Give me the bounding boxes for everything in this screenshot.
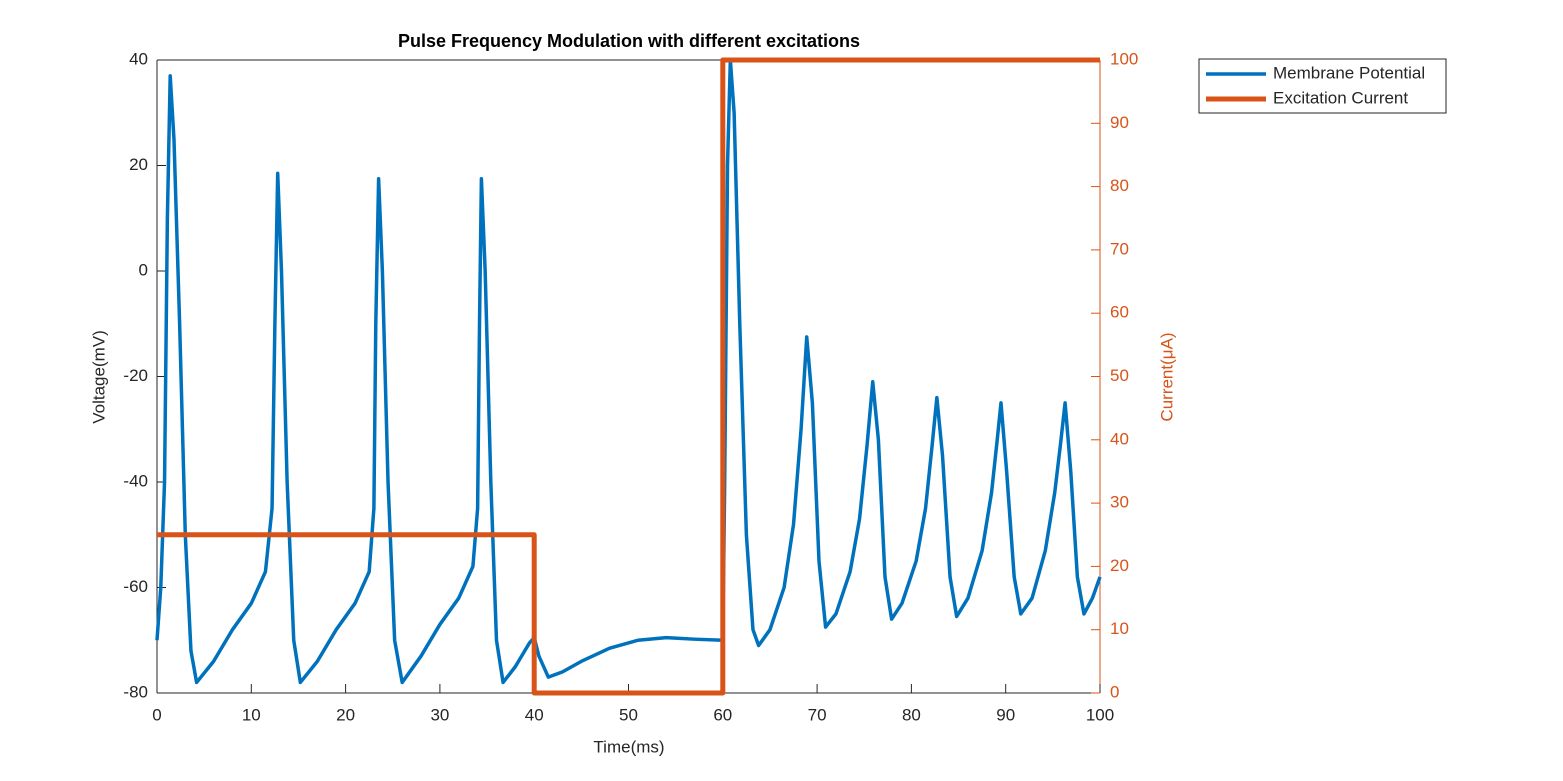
x-tick-label: 10 — [242, 705, 261, 724]
x-tick-label: 90 — [996, 705, 1015, 724]
chart-title: Pulse Frequency Modulation with differen… — [398, 31, 860, 51]
y-tick-label: -80 — [123, 682, 148, 701]
y-tick-label: 20 — [129, 155, 148, 174]
x-tick-label: 40 — [525, 705, 544, 724]
series-line — [155, 58, 1102, 685]
legend-box — [1198, 58, 1447, 114]
y-tick-label: 40 — [129, 49, 148, 68]
x-tick-label: 0 — [152, 705, 161, 724]
y2-tick-label: 90 — [1110, 113, 1129, 132]
y2-tick-label: 50 — [1110, 366, 1129, 385]
legend-label: Membrane Potential — [1273, 63, 1425, 82]
series-line — [157, 57, 1100, 696]
x-tick-label: 100 — [1086, 705, 1114, 724]
y2-tick-label: 60 — [1110, 303, 1129, 322]
y2-tick-label: 30 — [1110, 493, 1129, 512]
y-axis-label: Voltage(mV) — [89, 330, 108, 424]
x-tick-label: 60 — [713, 705, 732, 724]
legend-label: Excitation Current — [1273, 88, 1408, 107]
x-axis-label: Time(ms) — [593, 737, 664, 756]
x-tick-label: 70 — [808, 705, 827, 724]
y-tick-label: 0 — [139, 260, 148, 279]
x-tick-label: 80 — [902, 705, 921, 724]
x-tick-label: 30 — [430, 705, 449, 724]
y2-tick-label: 40 — [1110, 429, 1129, 448]
y2-tick-label: 20 — [1110, 556, 1129, 575]
y2-tick-label: 10 — [1110, 619, 1129, 638]
y-tick-label: -40 — [123, 471, 148, 490]
y-tick-label: -60 — [123, 577, 148, 596]
y2-tick-label: 100 — [1110, 49, 1138, 68]
y2-tick-label: 0 — [1110, 682, 1119, 701]
y2-tick-label: 80 — [1110, 176, 1129, 195]
y2-tick-label: 70 — [1110, 239, 1129, 258]
x-tick-label: 50 — [619, 705, 638, 724]
y2-axis-label: Current(μA) — [1157, 332, 1176, 421]
x-tick-label: 20 — [336, 705, 355, 724]
y-tick-label: -20 — [123, 366, 148, 385]
